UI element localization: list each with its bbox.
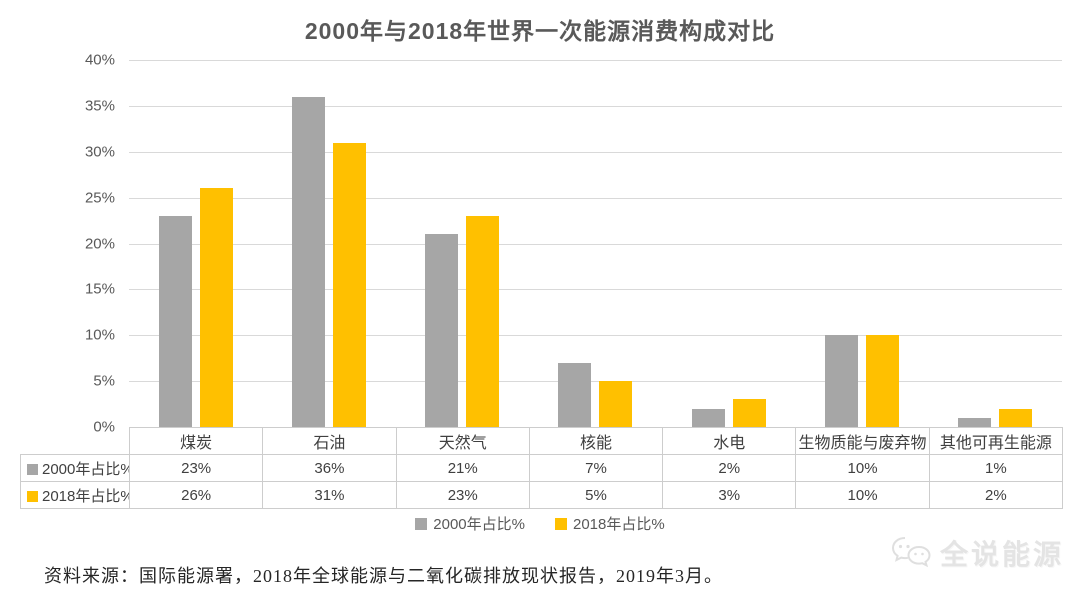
table-category-header: 核能 (528, 427, 664, 455)
bar-series0-cat2 (425, 234, 459, 427)
table-category-header: 石油 (262, 427, 397, 455)
series-swatch-icon (27, 463, 38, 475)
table-value-cell: 3% (662, 481, 797, 509)
table-corner-spacer (21, 428, 130, 455)
gridline (129, 335, 1062, 337)
bar-group (529, 60, 662, 427)
table-value-cell: 36% (262, 454, 397, 482)
bar-series1-cat4 (732, 399, 766, 427)
gridline (129, 289, 1062, 291)
y-axis-tick-label: 40% (84, 51, 115, 69)
y-axis-tick-label: 10% (84, 326, 115, 344)
bar-group (662, 60, 795, 427)
table-value-cell: 2% (662, 454, 797, 482)
table-value-cell: 21% (395, 454, 530, 482)
table-category-header: 煤炭 (128, 427, 264, 455)
legend-swatch-icon (415, 517, 428, 530)
bar-group (396, 60, 529, 427)
y-axis-tick-label: 30% (84, 143, 115, 161)
table-value-cell: 2% (928, 481, 1063, 509)
gridline (129, 381, 1062, 383)
table-category-header: 天然气 (395, 427, 530, 455)
y-axis-tick-label: 5% (93, 372, 115, 390)
table-row: 2000年占比% 23% 36% 21% 7% 2% 10% 1% (20, 454, 1063, 482)
bar-group (129, 60, 262, 427)
bar-series0-cat4 (691, 408, 725, 427)
wechat-logo-icon (890, 535, 934, 571)
y-axis-tick-label: 15% (84, 280, 115, 298)
table-value-cell: 23% (128, 454, 264, 482)
bar-series1-cat2 (466, 215, 500, 427)
table-value-cell: 23% (395, 481, 530, 509)
table-value-cell: 31% (262, 481, 397, 509)
watermark-text: 全说能源 (939, 539, 1064, 570)
y-axis-tick-label: 20% (84, 235, 115, 252)
source-note: 资料来源：国际能源署，2018年全球能源与二氧化碳排放现状报告，2019年3月。 (44, 566, 723, 586)
legend-swatch-icon (555, 517, 567, 530)
bar-group (262, 60, 395, 427)
gridline (129, 151, 1062, 153)
table-value-cell: 26% (128, 481, 264, 509)
table-row-label: 2018年占比% (20, 481, 130, 509)
y-axis-tick-label: 35% (84, 97, 115, 115)
bar-series0-cat6 (958, 417, 992, 427)
bar-series1-cat6 (999, 408, 1033, 427)
watermark: 全说能源 (890, 533, 1064, 573)
legend-label: 2000年占比% (433, 516, 525, 533)
gridline (129, 105, 1062, 107)
table-category-header: 水电 (662, 427, 797, 455)
table-value-cell: 5% (528, 481, 664, 509)
data-table: 煤炭 石油 天然气 核能 水电 生物质能与废弃物 其他可再生能源 2000年占比% 23% 36%… (20, 427, 1063, 509)
bar-series1-cat3 (599, 381, 633, 427)
bar-series1-cat5 (866, 335, 900, 427)
bar-series0-cat5 (825, 335, 859, 427)
table-row: 2018年占比% 26% 31% 23% 5% 3% 10% 2% (20, 481, 1063, 509)
bar-series1-cat0 (199, 188, 233, 427)
table-row-label: 2000年占比% (20, 454, 130, 482)
gridline (129, 60, 1062, 61)
bar-series0-cat1 (291, 96, 325, 427)
gridline (129, 243, 1062, 245)
legend-label: 2018年占比% (573, 516, 665, 533)
gridline (129, 197, 1062, 199)
table-category-header: 其他可再生能源 (928, 427, 1063, 455)
table-value-cell: 7% (528, 454, 664, 482)
chart-title: 2000年与2018年世界一次能源消费构成对比 (304, 18, 776, 44)
series-swatch-icon (27, 490, 38, 502)
table-value-cell: 10% (795, 481, 930, 509)
legend: 2000年占比% 2018年占比% (0, 513, 1080, 534)
bar-series0-cat3 (558, 362, 592, 427)
table-category-header: 生物质能与废弃物 (795, 427, 930, 455)
plot-area: 0% 5% 10% 15% 20% 25% 30% 35% 40% (85, 53, 1062, 435)
table-value-cell: 10% (795, 454, 930, 482)
bar-series0-cat0 (158, 215, 192, 427)
legend-item: 2018年占比% (555, 513, 665, 534)
table-value-cell: 1% (928, 454, 1063, 482)
legend-item: 2000年占比% (415, 513, 525, 534)
bar-group (795, 60, 928, 427)
bar-series1-cat1 (332, 142, 366, 427)
y-axis-tick-label: 25% (84, 189, 115, 207)
y-axis-tick-label: 0% (93, 418, 115, 436)
bar-group (929, 60, 1062, 427)
